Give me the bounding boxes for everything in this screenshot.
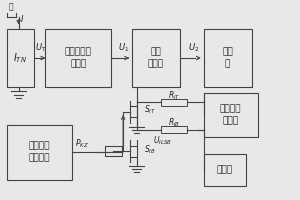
Text: $S_{IT}$: $S_{IT}$ xyxy=(144,104,156,116)
Bar xyxy=(204,93,257,137)
Text: 保持器: 保持器 xyxy=(217,165,233,174)
Text: $I_{TN}$: $I_{TN}$ xyxy=(13,51,27,65)
Bar xyxy=(7,29,34,87)
Bar xyxy=(204,29,251,87)
Bar xyxy=(204,154,246,186)
Text: $U_{ILSB}$: $U_{ILSB}$ xyxy=(153,135,172,147)
Bar xyxy=(161,126,187,133)
Text: 样: 样 xyxy=(8,2,13,11)
Text: $U_{2}$: $U_{2}$ xyxy=(188,41,200,54)
Text: $R_{IT}$: $R_{IT}$ xyxy=(168,89,180,102)
Text: $U_{1}$: $U_{1}$ xyxy=(118,41,129,54)
Text: 输出缓冲
放大器: 输出缓冲 放大器 xyxy=(220,105,242,125)
Bar xyxy=(161,99,187,106)
Bar xyxy=(7,125,72,180)
Text: $P_{KZ}$: $P_{KZ}$ xyxy=(75,137,89,150)
Text: 限幅
放大器: 限幅 放大器 xyxy=(148,48,164,68)
Text: $U_{\mathrm{T}}$: $U_{\mathrm{T}}$ xyxy=(35,41,47,54)
Text: $R_{IB}$: $R_{IB}$ xyxy=(168,117,180,129)
Bar xyxy=(105,146,122,156)
Text: $S_{IB}$: $S_{IB}$ xyxy=(144,143,156,156)
Bar xyxy=(46,29,111,87)
Text: 绝缘
电: 绝缘 电 xyxy=(222,48,233,68)
Bar xyxy=(132,29,180,87)
Text: 双边沿单
稳态电路: 双边沿单 稳态电路 xyxy=(29,142,50,163)
Text: 高共模抑制
放大器: 高共模抑制 放大器 xyxy=(65,48,92,68)
Text: I: I xyxy=(21,15,23,24)
